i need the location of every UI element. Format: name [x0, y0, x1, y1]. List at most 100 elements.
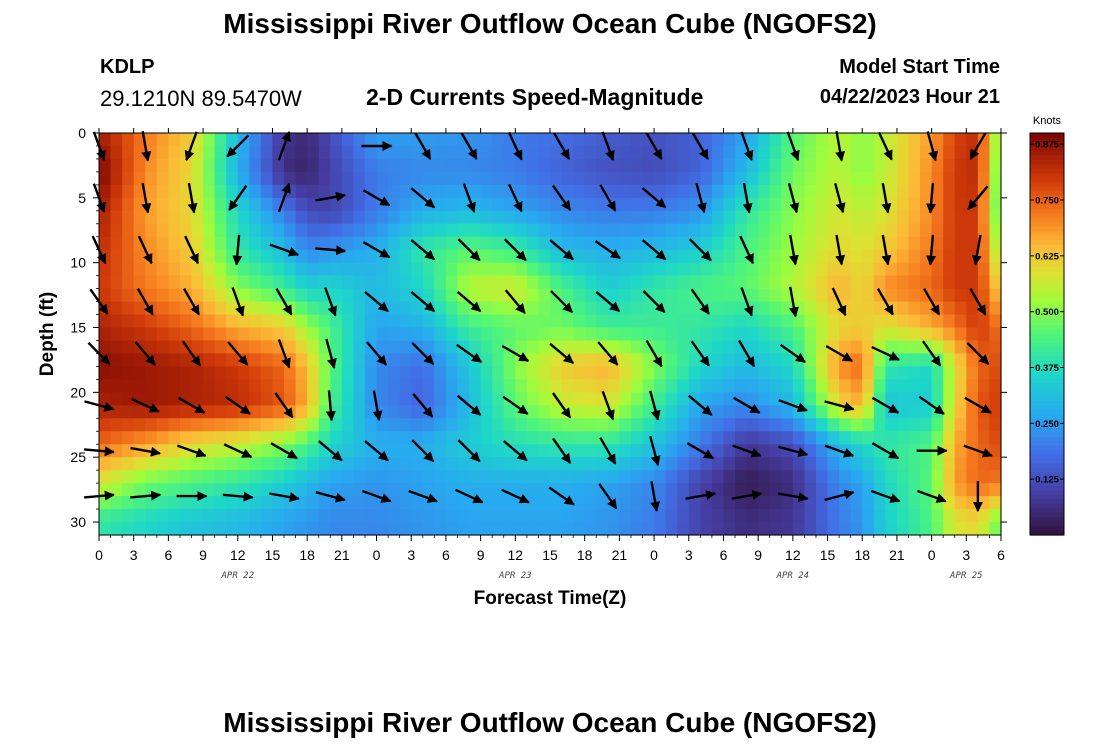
heatmap-cell — [827, 405, 840, 419]
heatmap-cell — [769, 457, 782, 471]
heatmap-cell — [526, 288, 540, 303]
heatmap-cell — [480, 223, 493, 238]
heatmap-cell — [272, 223, 285, 238]
heatmap-cell — [977, 327, 991, 342]
heatmap-cell — [943, 145, 956, 160]
heatmap-cell — [758, 133, 771, 147]
heatmap-cell — [295, 340, 308, 355]
heatmap-cell — [515, 158, 528, 173]
heatmap-cell — [99, 171, 112, 186]
heatmap-cell — [561, 158, 574, 173]
heatmap-cell — [665, 470, 678, 484]
heatmap-cell — [654, 133, 667, 147]
heatmap-cell — [665, 327, 678, 342]
heatmap-cell — [839, 509, 852, 523]
station-id: KDLP — [100, 56, 155, 78]
heatmap-cell — [873, 262, 886, 277]
heatmap-cell — [307, 314, 320, 329]
current-vector — [967, 185, 989, 211]
heatmap-cell — [966, 314, 979, 329]
heatmap-cell — [711, 405, 725, 419]
heatmap-cell — [122, 184, 135, 199]
heatmap-cell — [607, 379, 620, 393]
x-tick-label: 18 — [854, 547, 870, 563]
heatmap-cell — [630, 483, 644, 497]
heatmap-cell — [700, 496, 713, 510]
heatmap-cell — [931, 223, 944, 238]
current-vector — [601, 390, 615, 421]
heatmap-cell — [492, 509, 505, 523]
heatmap-cell — [214, 223, 227, 238]
heatmap-cell — [376, 470, 389, 484]
heatmap-cell — [214, 197, 227, 212]
heatmap-cell — [758, 353, 771, 368]
heatmap-cell — [954, 340, 967, 355]
heatmap-cell — [885, 418, 898, 432]
heatmap-cell — [341, 470, 355, 484]
heatmap-cell — [341, 509, 355, 523]
heatmap-cell — [943, 262, 956, 277]
heatmap-cell — [573, 145, 586, 160]
x-tick-label: 0 — [373, 547, 381, 563]
heatmap-cell — [122, 366, 135, 380]
heatmap-cell — [110, 145, 123, 160]
heatmap-cell — [873, 158, 886, 173]
model-start-label: Model Start Time — [839, 56, 1000, 78]
heatmap-cell — [561, 444, 574, 458]
heatmap-cell — [99, 327, 112, 342]
heatmap-cell — [607, 340, 620, 355]
heatmap-cell — [827, 275, 840, 290]
heatmap-cell — [156, 444, 169, 458]
heatmap-cell — [318, 171, 331, 186]
heatmap-cell — [364, 405, 378, 419]
heatmap-cell — [295, 509, 308, 523]
heatmap-cell — [179, 158, 193, 173]
heatmap-cell — [908, 431, 921, 445]
current-vector — [361, 489, 392, 503]
heatmap-cell — [642, 418, 655, 432]
heatmap-cell — [792, 340, 806, 355]
heatmap-cell — [781, 327, 794, 342]
current-vector — [315, 491, 346, 503]
heatmap-cell — [122, 210, 135, 225]
heatmap-cell — [885, 210, 898, 225]
heatmap-cell — [804, 470, 817, 484]
heatmap-cell — [758, 509, 771, 523]
heatmap-cell — [133, 405, 146, 419]
heatmap-cell — [515, 470, 528, 484]
heatmap-cell — [654, 483, 667, 497]
current-vector — [141, 130, 152, 162]
heatmap-cell — [260, 301, 274, 316]
heatmap-cell — [168, 366, 181, 380]
heatmap-cell — [758, 431, 771, 445]
x-tick-label: 15 — [542, 547, 558, 563]
heatmap-cell — [792, 275, 806, 290]
heatmap-cell — [191, 509, 204, 523]
heatmap-cell — [630, 236, 644, 251]
heatmap-cell — [619, 418, 632, 432]
heatmap-cell — [145, 379, 158, 393]
heatmap-cell — [191, 171, 204, 186]
heatmap-cell — [168, 210, 181, 225]
heatmap-cell — [272, 522, 285, 536]
heatmap-cell — [249, 184, 262, 199]
heatmap-cell — [411, 249, 424, 264]
heatmap-cell — [364, 236, 378, 251]
heatmap-cell — [133, 418, 146, 432]
heatmap-cell — [399, 184, 412, 199]
heatmap-cell — [341, 223, 355, 238]
heatmap-cell — [284, 145, 297, 160]
heatmap-cell — [758, 405, 771, 419]
heatmap-cell — [839, 223, 852, 238]
heatmap-cell — [284, 223, 297, 238]
heatmap-cell — [179, 457, 193, 471]
heatmap-cell — [388, 522, 401, 536]
heatmap-cell — [503, 353, 516, 368]
heatmap-cell — [318, 379, 331, 393]
y-tick-label: 30 — [70, 514, 86, 530]
x-axis-label: Forecast Time(Z) — [474, 588, 627, 609]
heatmap-cell — [260, 418, 274, 432]
heatmap-cell — [353, 431, 366, 445]
heatmap-cell — [665, 431, 678, 445]
current-vector — [778, 445, 809, 458]
